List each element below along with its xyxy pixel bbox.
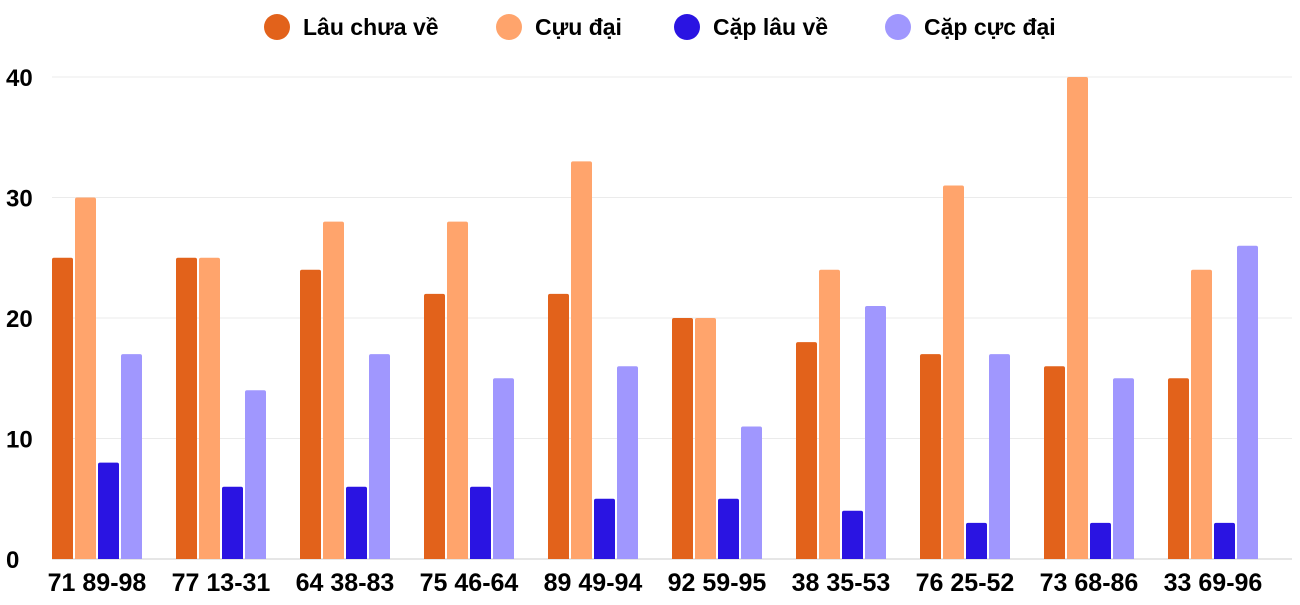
bar — [1044, 366, 1065, 559]
y-tick-label: 0 — [6, 547, 19, 574]
x-tick-label: 71 89-98 — [48, 569, 147, 597]
legend-label: Cặp cực đại — [924, 14, 1056, 40]
legend-label: Cựu đại — [535, 14, 622, 40]
legend-swatch-icon — [264, 14, 290, 40]
bar — [943, 185, 964, 559]
bar — [447, 221, 468, 559]
legend-swatch-icon — [674, 14, 700, 40]
y-tick-label: 20 — [6, 306, 33, 333]
bar — [1168, 378, 1189, 559]
bar — [121, 354, 142, 559]
y-tick-label: 30 — [6, 186, 33, 213]
x-tick-label: 76 25-52 — [916, 569, 1015, 597]
bar — [52, 257, 73, 559]
bar — [571, 161, 592, 559]
bar — [796, 342, 817, 559]
bar — [548, 293, 569, 559]
x-tick-label: 73 68-86 — [1040, 569, 1139, 597]
bar — [222, 486, 243, 559]
y-axis: 0 10 20 30 40 — [6, 65, 33, 574]
bar — [672, 318, 693, 559]
bar — [989, 354, 1010, 559]
bar — [1191, 269, 1212, 559]
y-tick-label: 40 — [6, 65, 33, 92]
x-tick-label: 33 69-96 — [1164, 569, 1263, 597]
bar — [470, 486, 491, 559]
bar — [594, 498, 615, 559]
bar — [819, 269, 840, 559]
legend-item[interactable]: Cặp cực đại — [885, 14, 1056, 40]
bar — [1214, 522, 1235, 559]
bar — [718, 498, 739, 559]
legend-item[interactable]: Cựu đại — [496, 14, 622, 40]
bar — [1237, 245, 1258, 559]
x-tick-label: 38 35-53 — [792, 569, 891, 597]
bar — [1113, 378, 1134, 559]
bar — [75, 197, 96, 559]
legend: Lâu chưa về Cựu đại Cặp lâu về Cặp cực đại — [264, 14, 1056, 40]
bar — [695, 318, 716, 559]
bar — [865, 305, 886, 559]
y-tick-label: 10 — [6, 427, 33, 454]
bar — [741, 426, 762, 559]
x-tick-label: 92 59-95 — [668, 569, 767, 597]
bar — [1067, 77, 1088, 559]
bar — [300, 269, 321, 559]
legend-item[interactable]: Lâu chưa về — [264, 14, 439, 40]
bars — [52, 77, 1258, 559]
legend-swatch-icon — [496, 14, 522, 40]
bar — [176, 257, 197, 559]
legend-swatch-icon — [885, 14, 911, 40]
x-tick-label: 89 49-94 — [544, 569, 643, 597]
bar — [98, 462, 119, 559]
bar — [245, 390, 266, 559]
bar — [1090, 522, 1111, 559]
legend-label: Lâu chưa về — [303, 14, 439, 40]
bar — [920, 354, 941, 559]
bar — [966, 522, 987, 559]
bar — [199, 257, 220, 559]
bar — [424, 293, 445, 559]
bar — [617, 366, 638, 559]
x-axis: 71 89-98 77 13-31 64 38-83 75 46-64 89 49-94… — [48, 569, 1263, 597]
bar — [323, 221, 344, 559]
x-tick-label: 77 13-31 — [172, 569, 271, 597]
x-tick-label: 75 46-64 — [420, 569, 519, 597]
bar — [842, 510, 863, 559]
bar — [346, 486, 367, 559]
bar — [369, 354, 390, 559]
bar — [493, 378, 514, 559]
legend-label: Cặp lâu về — [713, 14, 828, 40]
x-tick-label: 64 38-83 — [296, 569, 395, 597]
legend-item[interactable]: Cặp lâu về — [674, 14, 828, 40]
